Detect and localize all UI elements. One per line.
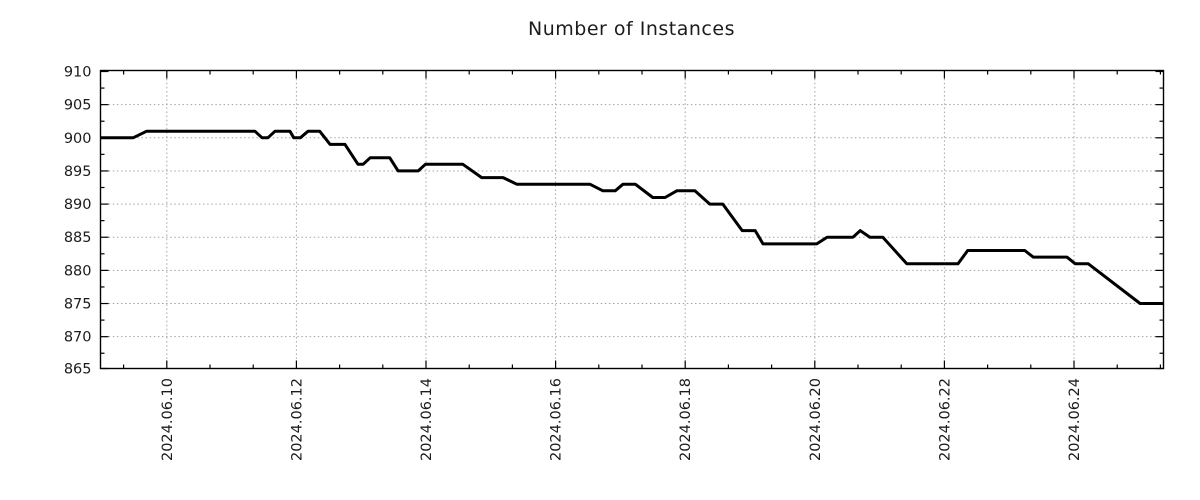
data-line — [100, 129, 1164, 305]
svg-text:885: 885 — [64, 230, 92, 246]
svg-text:2024.06.12: 2024.06.12 — [289, 378, 305, 461]
svg-text:2024.06.24: 2024.06.24 — [1067, 378, 1083, 461]
axis-ticks — [100, 70, 1164, 370]
chart-title: Number of Instances — [528, 18, 735, 40]
svg-text:890: 890 — [64, 197, 92, 213]
y-axis-tick-labels: 865 870 875 880 885 890 895 900 905 910 — [64, 64, 92, 377]
svg-text:865: 865 — [64, 362, 92, 378]
svg-text:895: 895 — [64, 164, 92, 180]
x-axis-tick-labels: 2024.06.10 2024.06.12 2024.06.14 2024.06.16… — [160, 378, 1083, 461]
svg-text:2024.06.18: 2024.06.18 — [678, 378, 694, 461]
plot-frame — [99, 69, 1165, 370]
svg-text:910: 910 — [64, 64, 92, 80]
svg-text:870: 870 — [64, 330, 92, 346]
svg-text:905: 905 — [64, 98, 92, 114]
svg-text:900: 900 — [64, 131, 92, 147]
svg-text:2024.06.10: 2024.06.10 — [160, 378, 176, 461]
svg-text:2024.06.14: 2024.06.14 — [419, 378, 435, 461]
svg-text:875: 875 — [64, 297, 92, 313]
plot-grid — [100, 70, 1164, 369]
svg-text:880: 880 — [64, 263, 92, 279]
svg-text:2024.06.22: 2024.06.22 — [937, 378, 953, 461]
svg-text:2024.06.16: 2024.06.16 — [549, 378, 565, 461]
svg-text:2024.06.20: 2024.06.20 — [808, 378, 824, 461]
